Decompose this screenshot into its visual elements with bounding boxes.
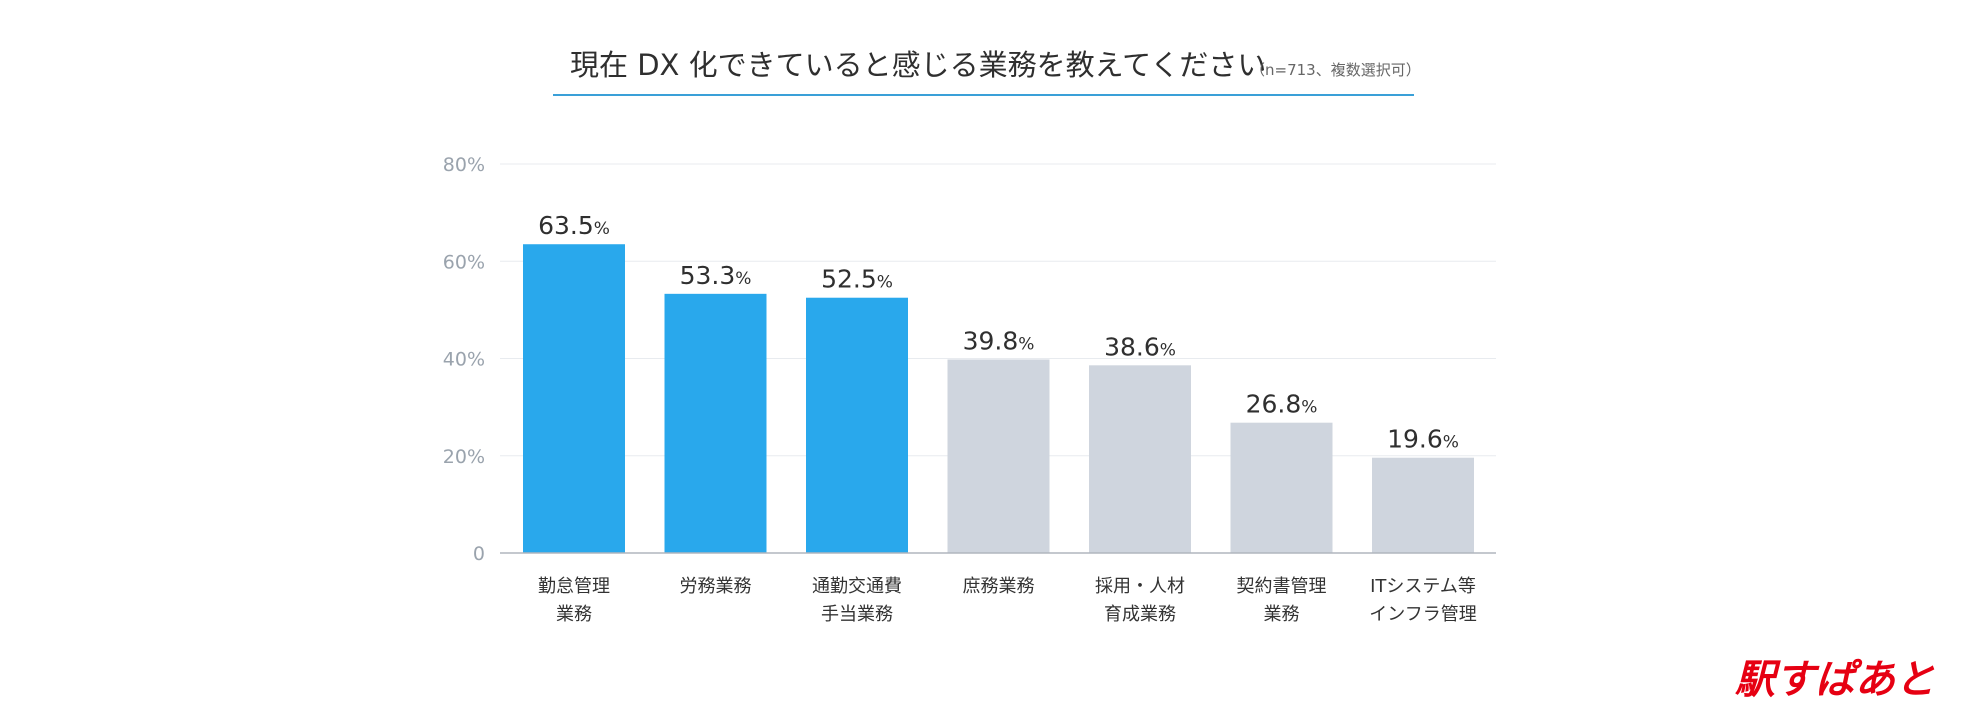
- y-tick-label: 60%: [443, 251, 485, 273]
- x-tick-label: 通勤交通費: [812, 576, 902, 597]
- x-tick-label: 業務: [1264, 604, 1300, 625]
- bars: [523, 244, 1474, 553]
- x-tick-label: 採用・人材: [1095, 576, 1185, 597]
- value-label: 52.5%: [821, 265, 893, 294]
- value-label: 63.5%: [538, 211, 610, 240]
- bar: [1089, 365, 1191, 553]
- value-label: 26.8%: [1246, 390, 1318, 419]
- y-tick-label: 20%: [443, 446, 485, 468]
- x-tick-label: ITシステム等: [1370, 576, 1476, 597]
- bar: [1372, 457, 1474, 553]
- bar: [523, 244, 625, 553]
- value-label: 53.3%: [680, 261, 752, 290]
- bar: [947, 359, 1050, 553]
- chart-title: 現在 DX 化できていると感じる業務を教えてください: [570, 48, 1266, 82]
- x-tick-label: 育成業務: [1104, 604, 1176, 625]
- value-label: 19.6%: [1387, 425, 1459, 454]
- x-tick-label: 勤怠管理: [538, 576, 610, 597]
- chart-subtitle: （n=713、複数選択可）: [1250, 61, 1421, 79]
- x-tick-label: 業務: [556, 604, 592, 625]
- bar: [1230, 422, 1333, 553]
- x-tick-label: 契約書管理: [1237, 576, 1327, 597]
- bar: [664, 293, 767, 553]
- value-labels: 63.5% 53.3% 52.5% 39.8% 38.6% 26.8% 19.6%: [538, 211, 1459, 453]
- value-label: 39.8%: [963, 326, 1035, 355]
- brand-logo: 駅すぱあと: [1735, 657, 1935, 703]
- x-tick-label: 労務業務: [680, 576, 752, 597]
- y-tick-label: 0: [473, 543, 485, 565]
- x-tick-label: インフラ管理: [1369, 604, 1476, 625]
- y-tick-label: 80%: [443, 154, 485, 176]
- bar: [806, 297, 908, 553]
- value-label: 38.6%: [1104, 332, 1176, 361]
- chart-header: 現在 DX 化できていると感じる業務を教えてください （n=713、複数選択可）: [553, 48, 1421, 96]
- y-tick-label: 40%: [443, 349, 485, 371]
- y-axis-ticks: 0 20% 40% 60% 80%: [443, 154, 485, 565]
- x-tick-label: 庶務業務: [963, 576, 1035, 597]
- x-tick-label: 手当業務: [821, 604, 893, 625]
